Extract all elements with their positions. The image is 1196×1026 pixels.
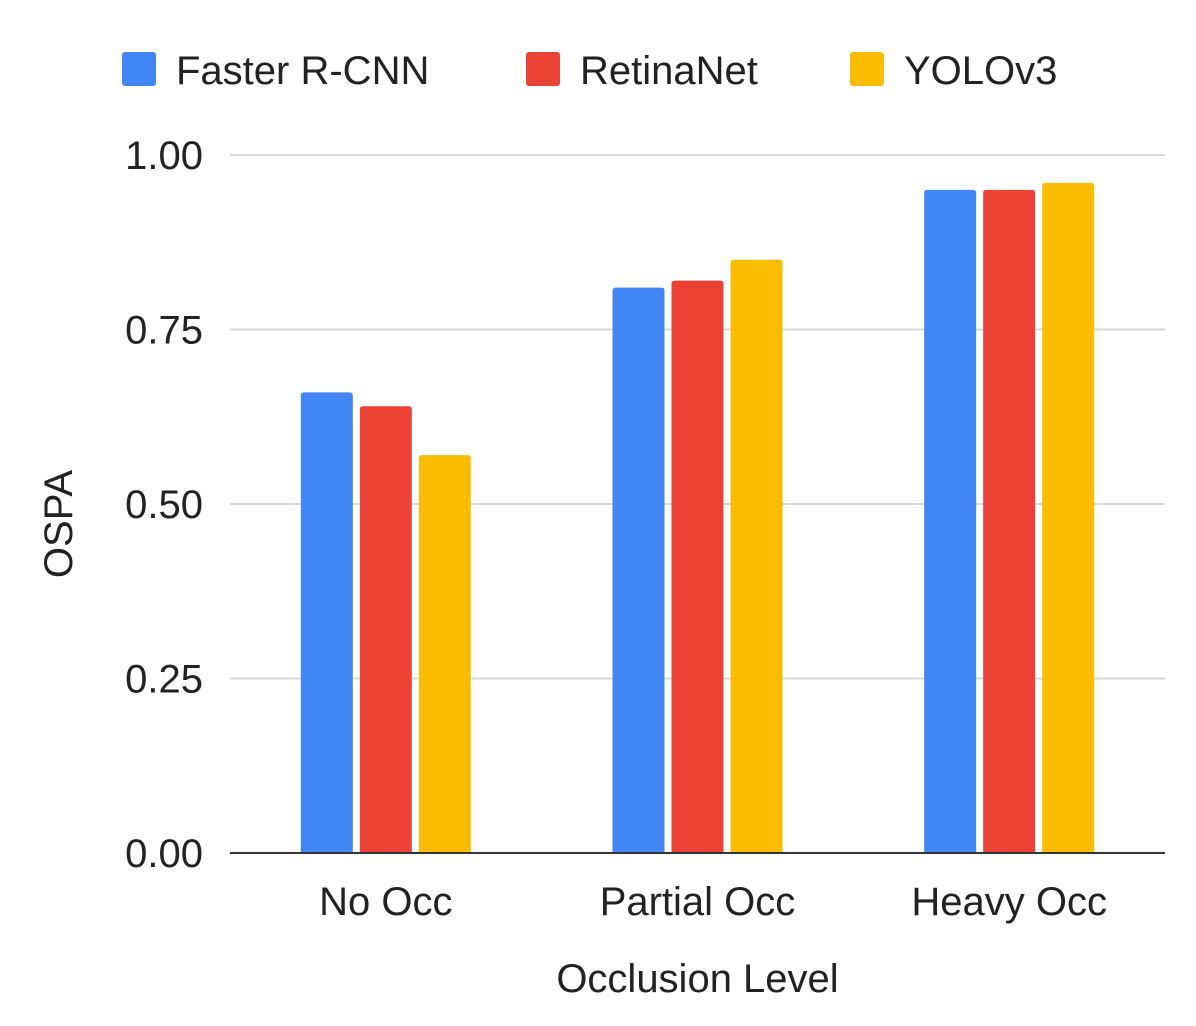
y-tick-label: 0.25: [125, 658, 203, 702]
x-tick-label: No Occ: [319, 880, 452, 924]
legend-swatch: [850, 52, 884, 86]
legend-swatch: [122, 52, 156, 86]
y-axis-ticks: 0.00 0.25 0.50 0.75 1.00: [125, 134, 203, 876]
y-tick-label: 0.50: [125, 483, 203, 527]
bar-yolov3-no-occ: [418, 455, 471, 853]
bar-faster-r-cnn-partial-occ: [612, 287, 665, 853]
legend-label: Faster R-CNN: [176, 49, 429, 93]
x-tick-label: Partial Occ: [600, 880, 796, 924]
x-axis-ticks: No Occ Partial Occ Heavy Occ: [319, 880, 1107, 924]
y-tick-label: 1.00: [125, 134, 203, 178]
bar-yolov3-heavy-occ: [1042, 182, 1095, 854]
legend-label: YOLOv3: [904, 49, 1057, 93]
x-tick-label: Heavy Occ: [911, 880, 1107, 924]
bars: [300, 182, 1095, 854]
y-tick-label: 0.00: [125, 832, 203, 876]
bar-yolov3-partial-occ: [730, 259, 783, 853]
legend: Faster R-CNN RetinaNet YOLOv3: [122, 49, 1057, 93]
y-axis-title: OSPA: [37, 470, 81, 579]
x-axis-title: Occlusion Level: [556, 957, 838, 1001]
bar-retinanet-heavy-occ: [983, 189, 1036, 853]
bar-retinanet-partial-occ: [671, 280, 724, 853]
legend-label: RetinaNet: [580, 49, 758, 93]
y-tick-label: 0.75: [125, 309, 203, 353]
bar-faster-r-cnn-heavy-occ: [924, 189, 977, 853]
bar-faster-r-cnn-no-occ: [300, 392, 353, 853]
bar-retinanet-no-occ: [359, 406, 412, 853]
legend-swatch: [526, 52, 560, 86]
